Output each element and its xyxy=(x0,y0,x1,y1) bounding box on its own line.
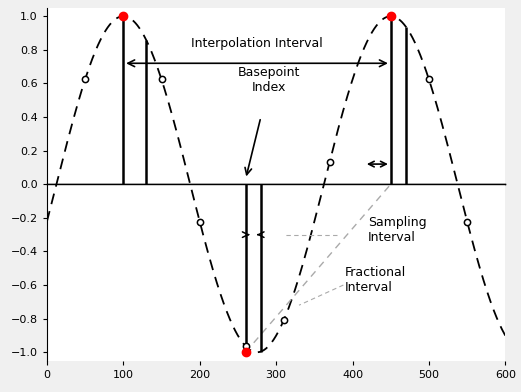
Text: Basepoint
Index: Basepoint Index xyxy=(237,65,300,94)
Text: Interpolation Interval: Interpolation Interval xyxy=(191,37,323,50)
Text: Fractional
Interval: Fractional Interval xyxy=(345,266,406,294)
Text: Sampling
Interval: Sampling Interval xyxy=(368,216,427,243)
